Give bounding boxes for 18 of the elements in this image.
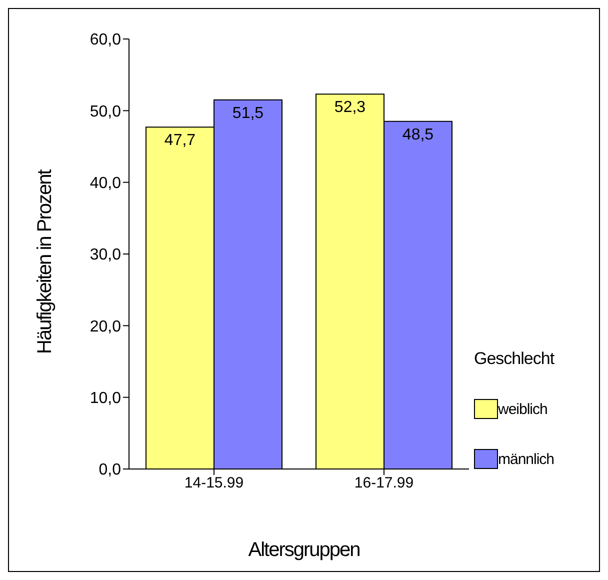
y-tick-label: 50,0 [90,103,122,120]
y-tick-label: 30,0 [90,246,122,264]
y-tick-label: 10,0 [90,390,122,408]
data-label: 48,5 [402,126,434,144]
legend-label: männlich [498,450,554,468]
x-tick-label: 14-15.99 [184,474,244,492]
x-tick-label: 16-17.99 [354,474,414,492]
legend-title: Geschlecht [474,349,556,369]
y-tick-label: 0,0 [98,462,122,479]
y-tick-label: 40,0 [90,175,122,192]
y-axis-title: Häufigkeiten in Prozent [34,168,56,354]
x-axis-title: Altersgruppen [247,539,361,562]
y-tick-label: 60,0 [90,32,122,49]
data-label: 47,7 [164,132,196,150]
y-tick-label: 20,0 [90,318,122,336]
data-label: 51,5 [232,104,264,122]
data-label: 52,3 [334,99,366,116]
legend-label: weiblich [498,400,548,418]
